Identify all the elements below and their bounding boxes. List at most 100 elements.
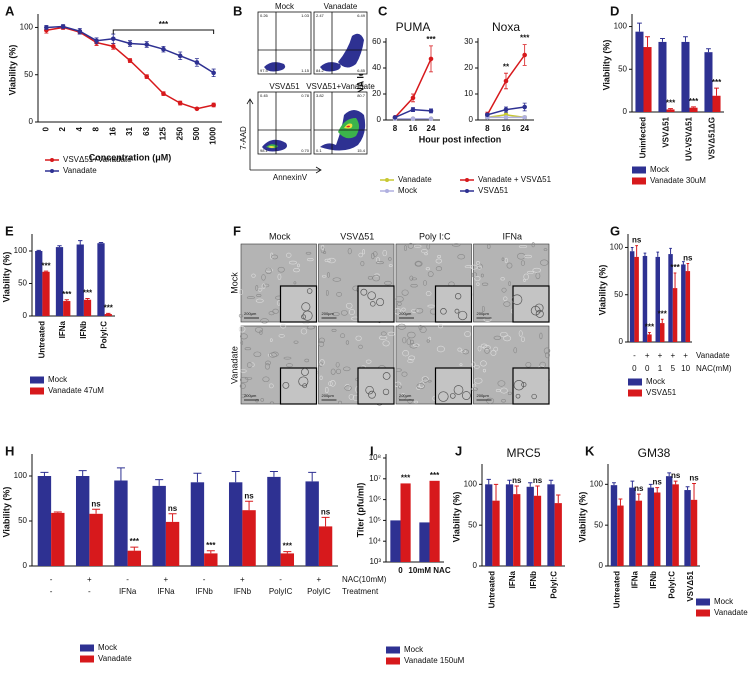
- bar: [681, 264, 686, 342]
- cell: [246, 362, 253, 368]
- inset-cell: [306, 288, 313, 294]
- legend-label: Vanadate: [63, 166, 97, 175]
- x-row-label: 1: [658, 364, 663, 373]
- y-tick-label: 30: [464, 37, 473, 46]
- inset-cell: [531, 393, 537, 400]
- cell: [413, 343, 420, 347]
- error-bar: [636, 493, 641, 501]
- quadrant-value: 3.82: [316, 93, 325, 98]
- legend-label: Mock: [714, 597, 734, 606]
- cell: [507, 391, 512, 395]
- cell: [239, 369, 247, 373]
- point: [503, 107, 509, 112]
- legend-swatch: [628, 378, 642, 386]
- cell: [474, 275, 481, 282]
- legend-label: Vanadate + VSVΔ51: [478, 175, 552, 184]
- error-bar: [706, 48, 711, 53]
- y-tick-label: 50: [18, 516, 27, 525]
- y-axis-label: Viability (%): [7, 45, 17, 96]
- legend-label: Vanadate: [98, 654, 132, 663]
- legend-label: Mock: [48, 375, 68, 384]
- x-row-title: Treatment: [342, 587, 379, 596]
- legend-swatch: [30, 376, 44, 384]
- x-row-label: +: [683, 351, 688, 360]
- density: [268, 146, 275, 148]
- x-row-label: +: [658, 351, 663, 360]
- x-tick-label: IFNa: [631, 570, 640, 588]
- error-bar: [668, 108, 673, 110]
- cell: [277, 273, 282, 280]
- point: [77, 28, 83, 34]
- y-tick-label: 100: [14, 246, 28, 255]
- y-tick-label: 20: [372, 89, 381, 98]
- error-bar: [283, 551, 292, 554]
- cell: [343, 366, 351, 372]
- cell: [297, 263, 300, 268]
- micrograph: 200µm: [394, 323, 473, 405]
- x-row-label: -: [88, 587, 91, 596]
- x-tick-label: VSVΔ51: [686, 570, 695, 601]
- column-label: VSVΔ51: [340, 231, 374, 241]
- cell: [261, 283, 266, 289]
- cell: [427, 304, 436, 308]
- cell: [407, 358, 414, 364]
- bar: [127, 550, 142, 566]
- y-tick-label: 0: [377, 115, 382, 124]
- cell: [464, 331, 472, 337]
- cell: [321, 244, 325, 251]
- cell: [413, 244, 422, 248]
- plot-title: VSVΔ51+Vanadate: [306, 82, 375, 91]
- bar: [35, 251, 43, 316]
- error-bar: [648, 483, 653, 488]
- x-tick-label: IFNb: [79, 321, 88, 339]
- y-tick-label: 0: [29, 117, 34, 126]
- cell: [278, 334, 285, 338]
- x-tick-label: 10mM NAC: [408, 566, 450, 575]
- cell: [402, 337, 407, 344]
- cell: [501, 257, 505, 261]
- point: [211, 70, 216, 76]
- x-tick-label: 0: [398, 566, 403, 575]
- bar: [305, 481, 319, 566]
- y-tick-label: 50: [594, 520, 603, 529]
- panel-letter: E: [5, 223, 14, 238]
- significance: ns: [671, 471, 681, 480]
- error-bar: [685, 486, 690, 491]
- cell: [239, 376, 249, 384]
- significance: ***: [689, 97, 699, 106]
- error-bar: [660, 38, 665, 42]
- x-axis-label: Concentration (μM): [89, 152, 172, 162]
- significance: ***: [83, 289, 93, 298]
- x-tick-label: 24: [427, 124, 436, 133]
- cell: [264, 363, 270, 370]
- cell: [251, 273, 256, 278]
- cell: [340, 310, 348, 316]
- x-row-label: IFNb: [195, 587, 213, 596]
- bar: [267, 476, 281, 566]
- x-tick-label: Untreated: [487, 571, 496, 608]
- x-row-title: NAC(10mM): [342, 575, 387, 584]
- y-tick-label: 50: [468, 520, 477, 529]
- x-row-label: 10: [681, 364, 690, 373]
- error-bar: [648, 332, 651, 335]
- cell: [335, 361, 340, 368]
- error-bar: [682, 261, 685, 265]
- x-axis-label: AnnexinV: [273, 173, 308, 182]
- cell: [300, 328, 308, 335]
- x-row-label: +: [240, 575, 245, 584]
- point: [44, 25, 49, 30]
- bar: [685, 271, 691, 342]
- point: [127, 41, 133, 46]
- x-tick-label: 63: [142, 126, 151, 135]
- bar: [485, 484, 493, 566]
- cell: [269, 401, 275, 405]
- bar: [666, 109, 675, 112]
- x-row-label: +: [317, 575, 322, 584]
- error-bar: [43, 270, 49, 272]
- legend-swatch: [632, 166, 646, 174]
- panel-letter: I: [370, 443, 374, 458]
- significance: ns: [91, 499, 101, 508]
- cell: [545, 351, 550, 359]
- y-tick-label: 20: [464, 63, 473, 72]
